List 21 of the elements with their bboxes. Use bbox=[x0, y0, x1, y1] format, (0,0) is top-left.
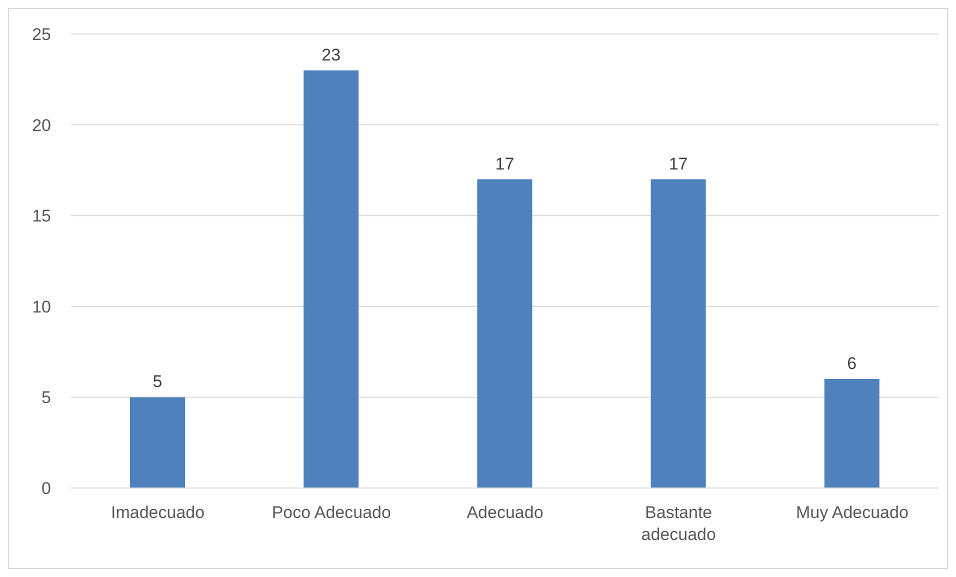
data-label: 17 bbox=[495, 154, 514, 174]
bar bbox=[130, 397, 185, 488]
y-tick-label: 15 bbox=[32, 206, 51, 226]
y-tick-label: 20 bbox=[32, 116, 51, 135]
x-tick-label: Poco Adecuado bbox=[272, 503, 391, 522]
bar bbox=[304, 70, 359, 488]
bar bbox=[650, 179, 706, 488]
x-tick-label: Adecuado bbox=[466, 503, 544, 522]
bar bbox=[477, 179, 532, 488]
y-tick-label: 25 bbox=[32, 25, 51, 44]
data-label: 23 bbox=[322, 45, 341, 64]
y-tick-label: 0 bbox=[42, 479, 51, 498]
x-tick-label: Imadecuado bbox=[111, 503, 205, 522]
y-tick-label: 10 bbox=[32, 297, 51, 316]
x-tick-label: Bastante adecuado bbox=[641, 503, 716, 544]
data-label: 17 bbox=[668, 154, 688, 174]
bar bbox=[824, 379, 880, 488]
y-tick-label: 5 bbox=[42, 388, 51, 408]
data-label: 6 bbox=[847, 354, 857, 374]
data-label: 5 bbox=[152, 372, 162, 392]
x-tick-label: Muy Adecuado bbox=[796, 503, 908, 522]
